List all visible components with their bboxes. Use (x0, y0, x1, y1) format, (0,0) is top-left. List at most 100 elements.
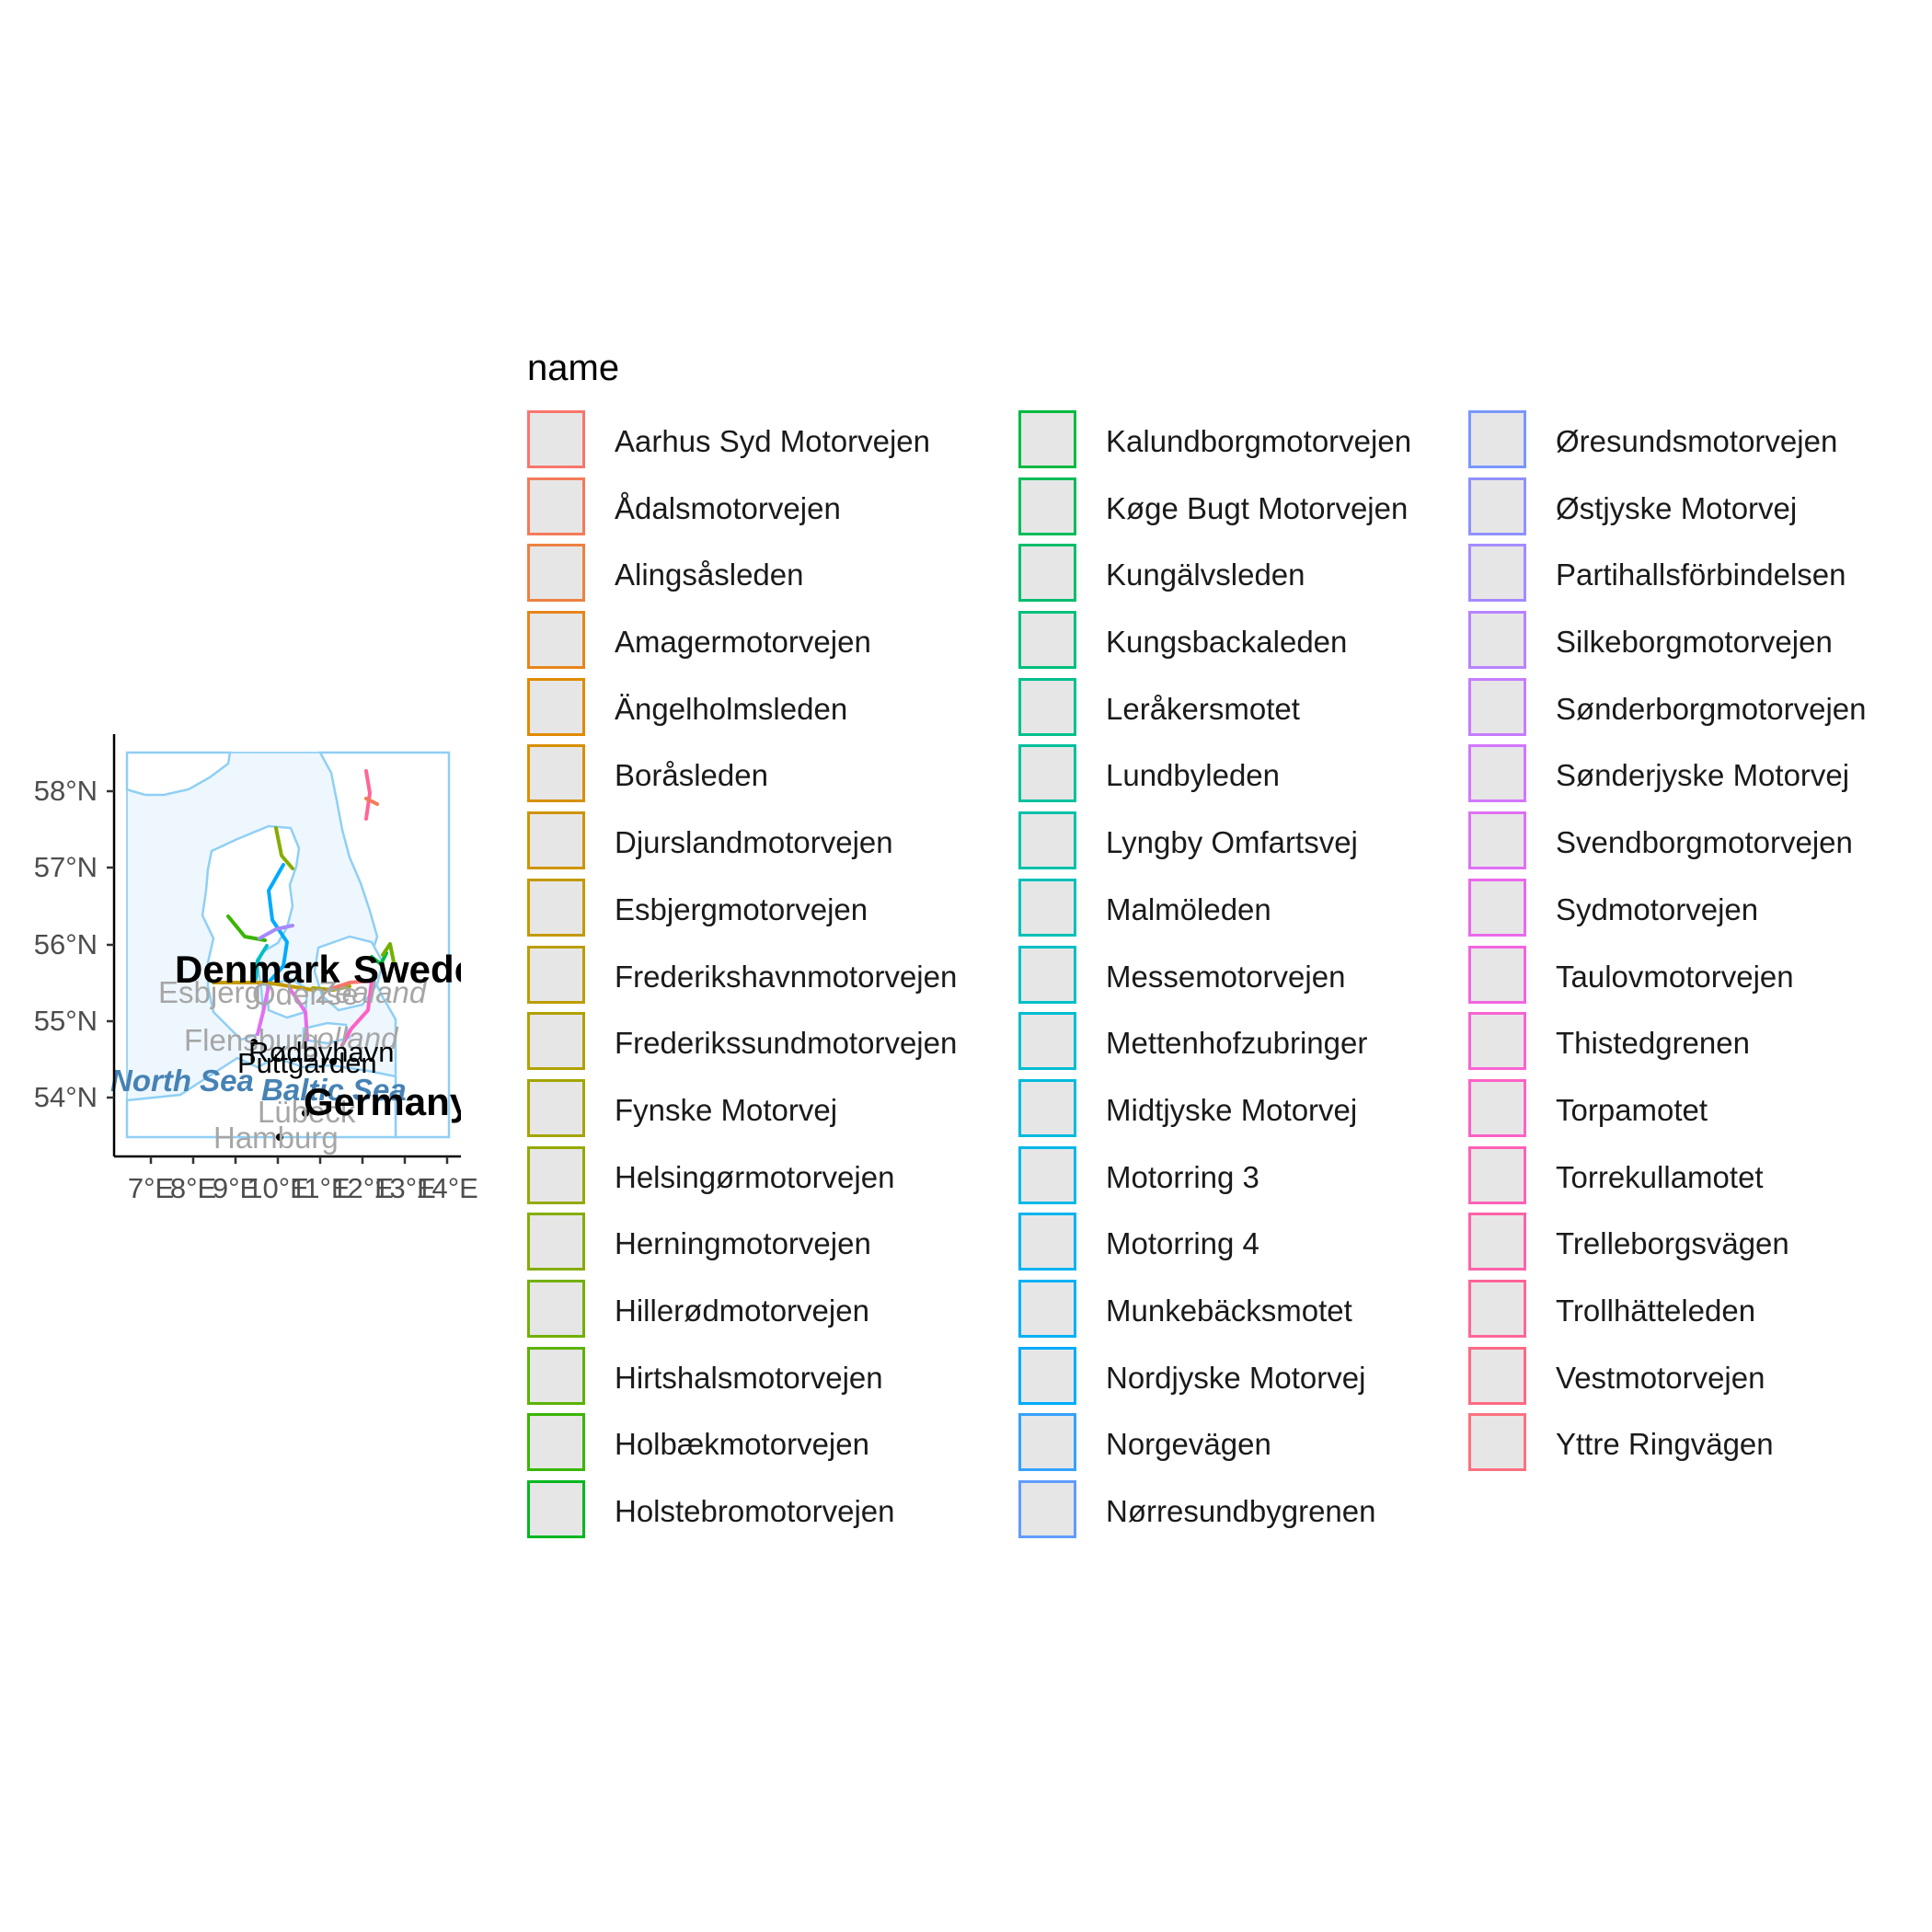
legend-key-swatch (1018, 1480, 1076, 1538)
legend-key-swatch (1468, 878, 1526, 937)
legend-item-label: Trollhätteleden (1556, 1293, 1756, 1328)
legend-key-swatch (527, 477, 585, 535)
legend-key-swatch (527, 1012, 585, 1071)
y-tick-label: 57°N (34, 851, 98, 883)
legend-item-label: Yttre Ringvägen (1556, 1427, 1774, 1462)
legend-item-label: Svendborgmotorvejen (1556, 825, 1853, 860)
legend-item-label: Nørresundbygrenen (1106, 1494, 1376, 1528)
label-denmark: Denmark (175, 948, 340, 991)
legend-item-label: Sønderjyske Motorvej (1556, 758, 1850, 793)
legend-item-label: Kungälvsleden (1106, 558, 1305, 592)
label-lubeck: Lübeck (258, 1095, 356, 1129)
legend-key-swatch (1468, 611, 1526, 670)
legend-key-swatch (1468, 1078, 1526, 1137)
legend-key-swatch (1468, 945, 1526, 1004)
x-tick-label: 12°E (331, 1172, 394, 1204)
label-rodbyhavn: Rødbyhavn (248, 1036, 395, 1068)
legend-key-swatch (1018, 1078, 1076, 1137)
legend-key-swatch (1468, 1279, 1526, 1338)
label-esbjerg: Esbjerg (158, 975, 261, 1009)
legend-item-label: Messemotorvejen (1106, 959, 1346, 994)
y-tick-label: 58°N (34, 775, 98, 807)
legend-item-label: Motorring 3 (1106, 1159, 1259, 1194)
route-midtjyske (254, 944, 269, 981)
land-lolland (302, 1021, 351, 1045)
route-nordjyske (265, 863, 289, 986)
legend-item-label: Torrekullamotet (1556, 1159, 1764, 1194)
x-tick-label: 14°E (416, 1172, 478, 1204)
legend-title: name (527, 348, 620, 388)
legend-item-label: Taulovmotorvejen (1556, 959, 1794, 994)
legend-key-swatch (1018, 1279, 1076, 1338)
legend-item-label: Motorring 4 (1106, 1226, 1259, 1261)
legend-key-swatch (527, 1413, 585, 1472)
legend-key-swatch (1468, 1413, 1526, 1472)
legend-key-swatch (527, 1279, 585, 1338)
legend-item-label: Amagermotorvejen (615, 625, 871, 660)
legend-key-swatch (1468, 1145, 1526, 1204)
legend-item-label: Trelleborgsvägen (1556, 1226, 1789, 1261)
land-germany (125, 1056, 397, 1139)
label-odense: Odense (252, 977, 359, 1011)
legend-key-swatch (527, 1480, 585, 1538)
legend-item-label: Aarhus Syd Motorvejen (615, 424, 931, 458)
legend-item-label: Midtjyske Motorvej (1106, 1092, 1358, 1127)
route-sonderjyske (256, 984, 270, 1036)
legend-key-swatch (1468, 744, 1526, 803)
legend-item-label: Munkebäcksmotet (1106, 1293, 1352, 1328)
label-zealand: Zealand (316, 975, 428, 1009)
legend-item-label: Kalundborgmotorvejen (1106, 424, 1412, 458)
legend-item-label: Alingsåsleden (615, 558, 804, 592)
legend-key-swatch (527, 410, 585, 468)
legend-key-swatch (1018, 477, 1076, 535)
legend-item-label: Esbjergmotorvejen (615, 891, 868, 926)
x-tick-label: 13°E (374, 1172, 436, 1204)
legend-key-swatch (527, 1213, 585, 1271)
legend-item-label: Frederikshavnmotorvejen (615, 959, 958, 994)
legend-key-swatch (527, 1078, 585, 1137)
legend-item-label: Herningmotorvejen (615, 1226, 871, 1261)
city-point-lubeck (302, 1110, 309, 1117)
label-puttgarden: Puttgarden (237, 1047, 377, 1079)
legend-item-label: Vestmotorvejen (1556, 1360, 1765, 1395)
route-frederikshavn (274, 826, 294, 870)
legend-key-swatch (1018, 1346, 1076, 1405)
city-point-puttgarden (329, 1058, 337, 1065)
legend-key-swatch (1018, 878, 1076, 937)
legend-key-swatch (1468, 811, 1526, 870)
legend-item-label: Norgevägen (1106, 1427, 1271, 1462)
legend-item-label: Sønderborgmotorvejen (1556, 691, 1867, 726)
city-points (250, 1039, 337, 1141)
label-germany: Germany (304, 1080, 472, 1123)
label-flensburg: Flensburg (184, 1023, 319, 1057)
legend-item-label: Frederikssundmotorvejen (615, 1026, 958, 1061)
panel-right-mask (461, 948, 498, 1132)
legend-key-swatch (1468, 1012, 1526, 1071)
legend-item-label: Holstebromotorvejen (615, 1494, 895, 1528)
legend-item-label: Mettenhofzubringer (1106, 1026, 1368, 1061)
legend-item-label: Boråsleden (615, 758, 768, 793)
x-tick-label: 8°E (170, 1172, 216, 1204)
legend-item-label: Øresundsmotorvejen (1556, 424, 1838, 458)
legend-item-label: Nordjyske Motorvej (1106, 1360, 1366, 1395)
motorway-lines (212, 769, 396, 1047)
route-esbjerg (212, 981, 315, 992)
legend-key-swatch (527, 677, 585, 736)
label-north-sea: North Sea (110, 1064, 254, 1098)
legend-item-label: Lyngby Omfartsvej (1106, 825, 1358, 860)
legend-key-swatch (527, 811, 585, 870)
label-lolland: Lolland (300, 1021, 399, 1055)
legend-key-swatch (1018, 410, 1076, 468)
legend-item-label: Holbækmotorvejen (615, 1427, 869, 1462)
legend-item-label: Leråkersmotet (1106, 691, 1300, 726)
legend-item-label: Thistedgrenen (1556, 1026, 1750, 1061)
legend-item-label: Sydmotorvejen (1556, 891, 1759, 926)
route-silkeborg (258, 924, 294, 940)
legend-key-swatch (1018, 1012, 1076, 1071)
x-tick-label: 7°E (128, 1172, 174, 1204)
legend-key-swatch (527, 878, 585, 937)
legend-item-label: Køge Bugt Motorvejen (1106, 490, 1409, 525)
legend-key-swatch (1018, 945, 1076, 1004)
legend-key-swatch (1018, 1413, 1076, 1472)
